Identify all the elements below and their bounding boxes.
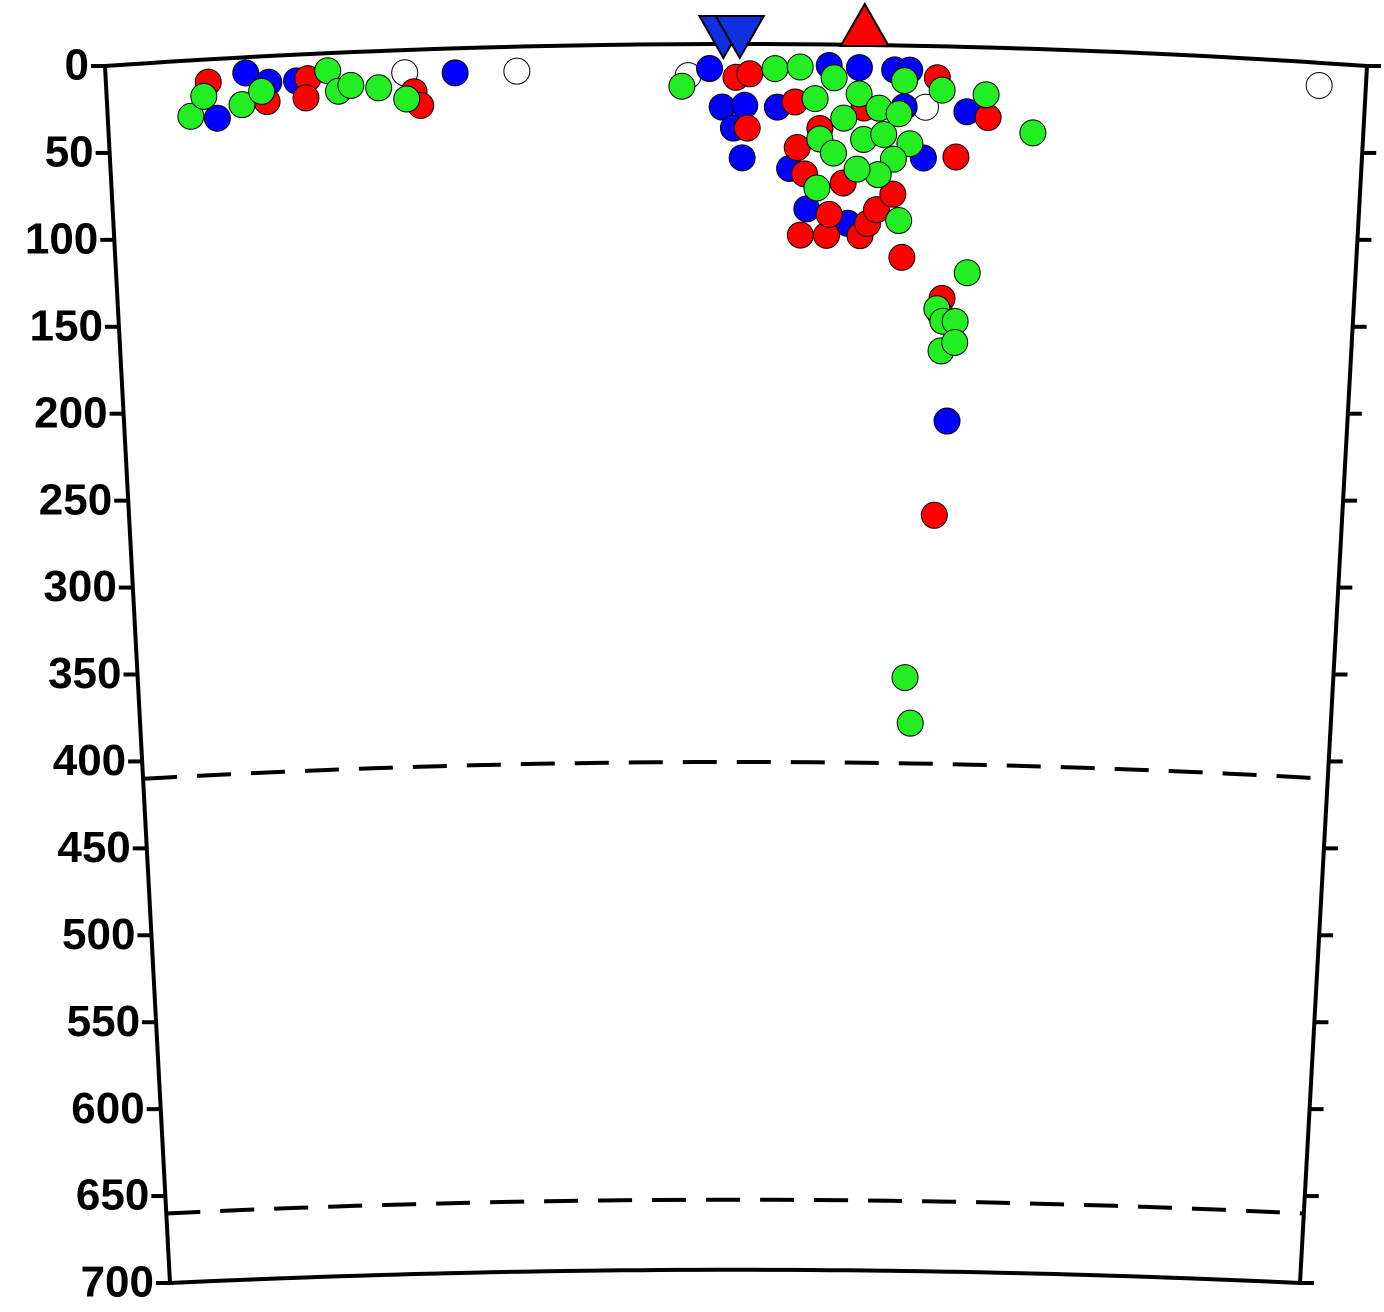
event-point [292, 84, 320, 112]
event-point [885, 100, 913, 128]
y-tick-label: 150 [30, 301, 103, 350]
event-point [843, 155, 871, 183]
event-point [786, 53, 814, 81]
event-point [203, 104, 231, 132]
event-point [933, 407, 961, 435]
event-point [870, 120, 898, 148]
event-point [736, 60, 764, 88]
event-point [337, 71, 365, 99]
y-tick-label: 350 [48, 649, 121, 698]
event-point [920, 501, 948, 529]
event-point [896, 709, 924, 737]
event-point [503, 57, 531, 85]
y-tick-label: 200 [34, 388, 107, 437]
discontinuity-line [166, 1197, 1304, 1216]
event-point [888, 243, 916, 271]
event-point [953, 259, 981, 287]
event-point [891, 67, 919, 95]
event-point [232, 59, 260, 87]
event-point [761, 55, 789, 83]
event-point [228, 91, 256, 119]
frame-bottom [169, 1267, 1301, 1285]
event-point [728, 144, 756, 172]
event-point [248, 77, 276, 105]
event-point [819, 139, 847, 167]
event-point [190, 82, 218, 110]
station-marker [839, 1, 891, 47]
event-point [731, 91, 759, 119]
discontinuity-line [142, 760, 1328, 781]
event-point [941, 328, 969, 356]
y-tick-label: 300 [43, 562, 116, 611]
y-tick-label: 550 [67, 997, 140, 1046]
y-tick-label: 700 [81, 1258, 154, 1307]
event-point [786, 221, 814, 249]
event-point [885, 207, 913, 235]
y-tick-label: 50 [45, 128, 94, 177]
event-point [1305, 71, 1333, 99]
y-tick-label: 250 [39, 475, 112, 524]
event-point [942, 143, 970, 171]
event-point [1019, 119, 1047, 147]
event-point [365, 74, 393, 102]
event-point [845, 80, 873, 108]
event-point [803, 174, 831, 202]
y-tick-label: 100 [25, 214, 98, 263]
y-tick-label: 650 [76, 1171, 149, 1220]
y-tick-label: 500 [62, 910, 135, 959]
event-point [393, 85, 421, 113]
event-point [830, 104, 858, 132]
event-point [801, 85, 829, 113]
event-point [815, 200, 843, 228]
event-point [696, 55, 724, 83]
event-point [820, 64, 848, 92]
event-point [891, 664, 919, 692]
event-point [733, 114, 761, 142]
event-point [177, 102, 205, 130]
event-point [845, 54, 873, 82]
y-tick-label: 400 [53, 736, 126, 785]
event-point [974, 104, 1002, 132]
event-point [928, 76, 956, 104]
event-point [668, 72, 696, 100]
event-point [879, 180, 907, 208]
event-point [441, 59, 469, 87]
y-tick-label: 450 [57, 823, 130, 872]
event-point [972, 81, 1000, 109]
y-tick-label: 0 [65, 41, 89, 90]
y-tick-label: 600 [71, 1084, 144, 1133]
station-marker [714, 15, 766, 61]
